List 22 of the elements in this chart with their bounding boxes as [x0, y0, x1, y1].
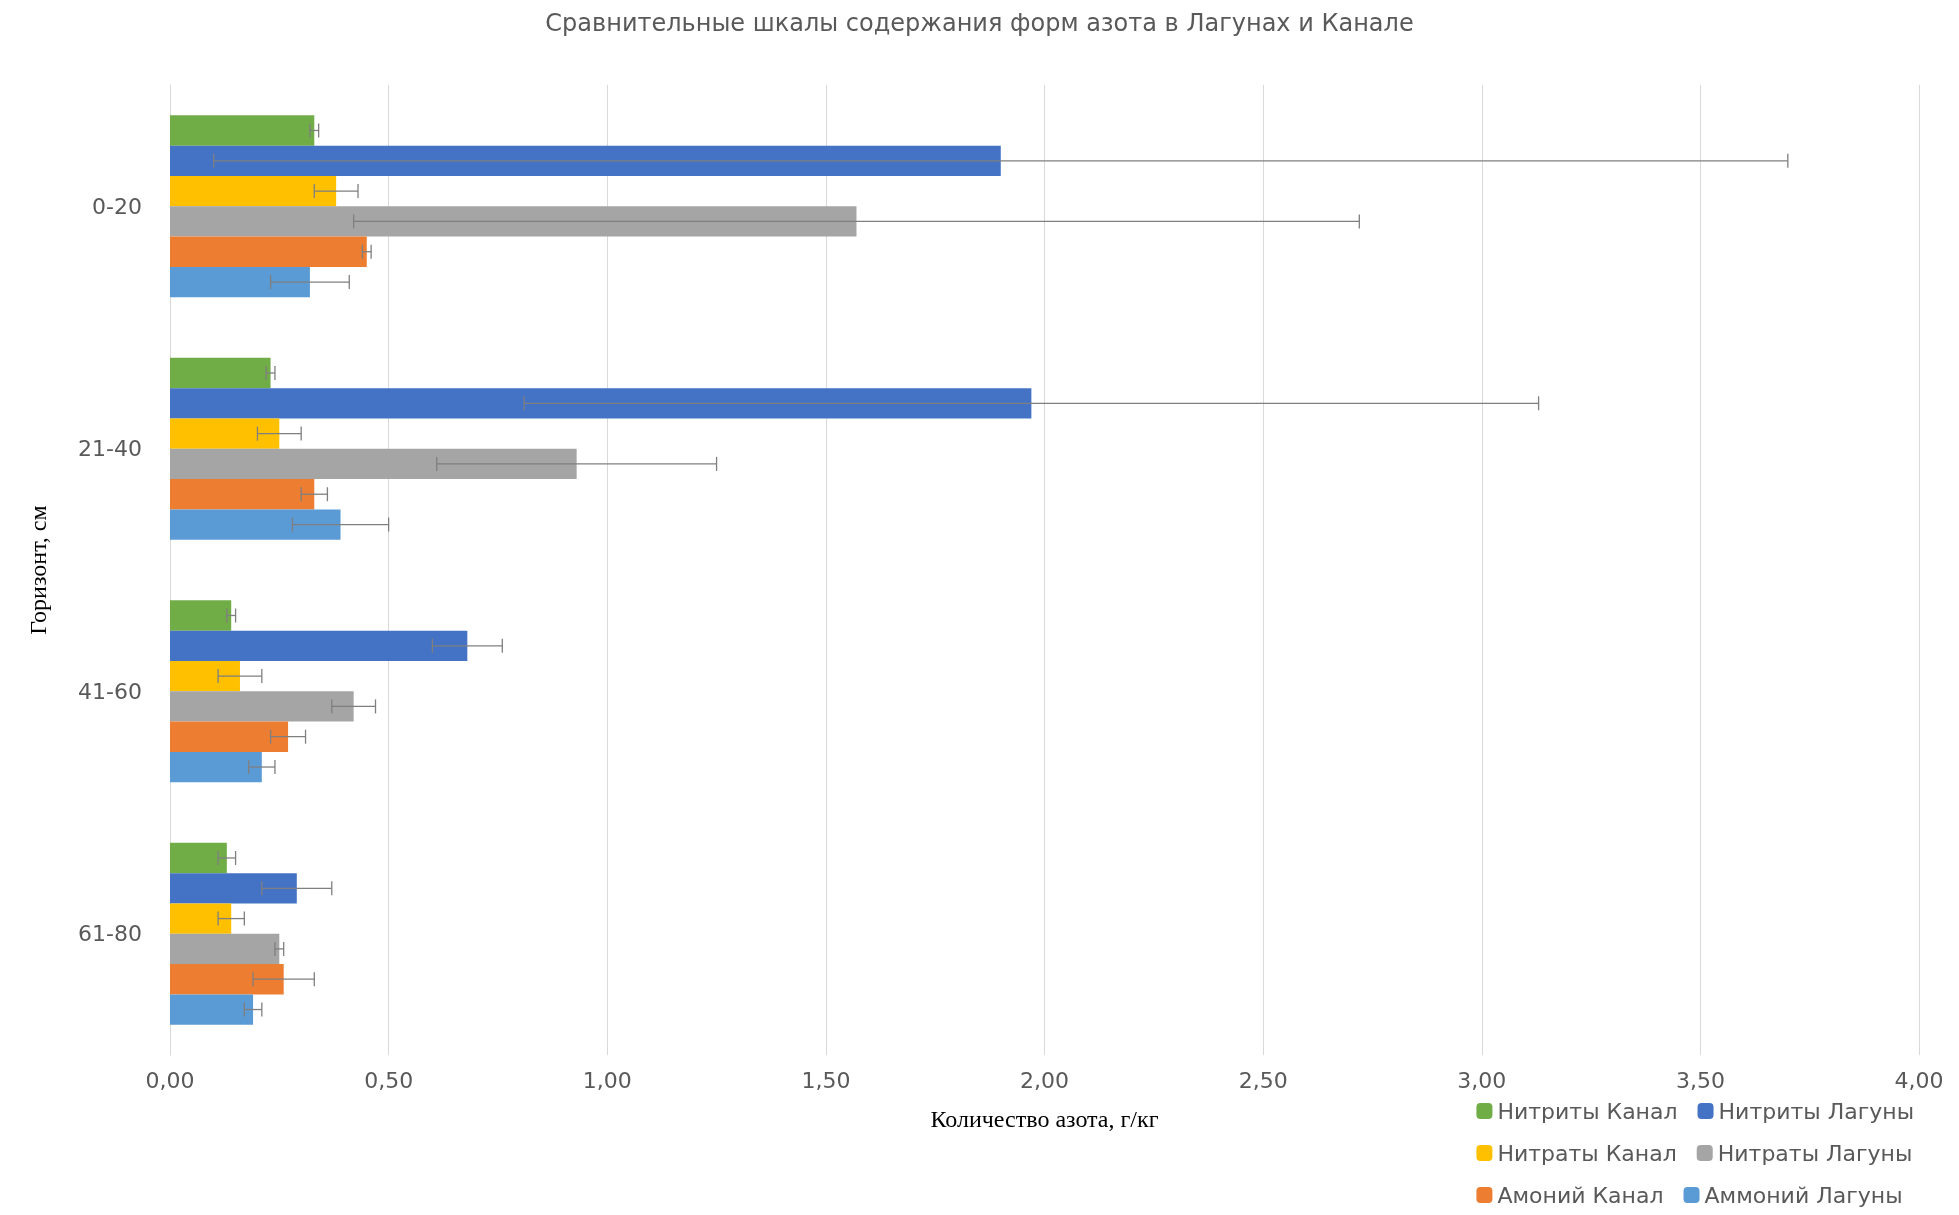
legend-label: Нитриты Лагуны — [1718, 1098, 1915, 1124]
legend-label: Нитраты Канал — [1497, 1140, 1677, 1166]
x-tick-label: 0,50 — [364, 1067, 414, 1093]
y-tick-label: 61-80 — [78, 921, 142, 947]
y-tick-label: 21-40 — [78, 436, 142, 462]
x-tick-label: 4,00 — [1894, 1067, 1944, 1093]
y-axis-title: Горизонт, см — [25, 505, 51, 635]
x-tick-label: 1,00 — [582, 1067, 632, 1093]
x-tick-label: 3,50 — [1675, 1067, 1725, 1093]
x-tick-label: 2,50 — [1238, 1067, 1288, 1093]
x-tick-label: 0,00 — [145, 1067, 195, 1093]
x-tick-label: 1,50 — [801, 1067, 851, 1093]
legend-label: Амоний Канал — [1497, 1182, 1664, 1208]
x-tick-label: 3,00 — [1457, 1067, 1507, 1093]
x-axis-title: Количество азота, г/кг — [930, 1106, 1159, 1132]
y-tick-label: 41-60 — [78, 678, 142, 704]
legend-label: Нитриты Канал — [1497, 1098, 1678, 1124]
y-tick-label: 0-20 — [92, 193, 142, 219]
legend-label: Аммоний Лагуны — [1704, 1182, 1903, 1208]
chart-title: Сравнительные шкалы содержания форм азота в Лагунах и Канале — [545, 9, 1414, 37]
legend-label: Нитраты Лагуны — [1717, 1140, 1913, 1166]
x-tick-label: 2,00 — [1020, 1067, 1069, 1093]
